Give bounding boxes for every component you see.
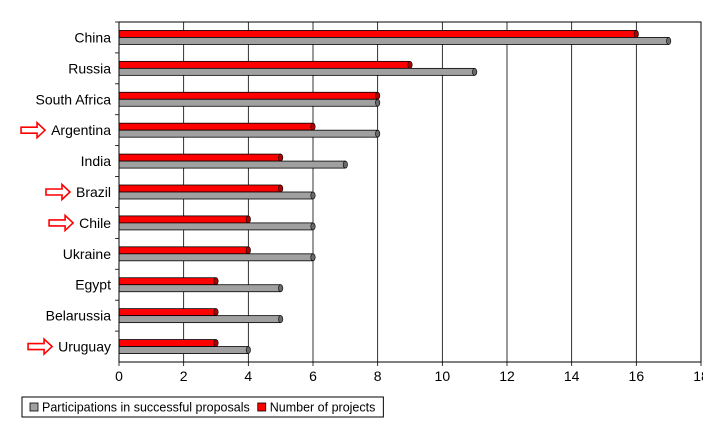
category-label: Brazil bbox=[76, 184, 111, 200]
bars bbox=[118, 30, 672, 354]
category-labels: China Russia South Africa Argentina India Bra… bbox=[36, 29, 112, 354]
category-label: Chile bbox=[79, 215, 111, 231]
right-arrow-outline-icon bbox=[20, 120, 47, 140]
x-tick-label: 0 bbox=[115, 368, 123, 384]
bar-end-cap bbox=[375, 91, 381, 100]
bar-end-cap bbox=[472, 68, 478, 76]
bar-end-cap bbox=[407, 61, 413, 69]
legend-label: Number of projects bbox=[270, 401, 376, 415]
bar-end-cap bbox=[310, 191, 316, 200]
bar-end-cap bbox=[310, 122, 316, 131]
bar bbox=[118, 253, 314, 262]
right-arrow-outline-icon bbox=[48, 213, 75, 233]
bar-end-cap bbox=[278, 184, 284, 193]
category-label: Egypt bbox=[75, 277, 111, 293]
bar-end-cap bbox=[666, 37, 672, 45]
bar bbox=[118, 122, 314, 131]
category-label: Argentina bbox=[51, 122, 111, 138]
legend-swatch bbox=[257, 402, 267, 412]
bar bbox=[118, 37, 670, 45]
category-label: China bbox=[74, 29, 111, 45]
x-tick-label: 8 bbox=[374, 368, 382, 384]
legend-box bbox=[21, 396, 384, 418]
x-tick-label: 12 bbox=[499, 368, 515, 384]
bar bbox=[118, 308, 217, 317]
category-label: Russia bbox=[68, 60, 111, 76]
x-tick-labels: 0 2 4 6 8 10 12 14 16 18 bbox=[115, 368, 703, 384]
bar bbox=[118, 339, 217, 347]
bar bbox=[118, 91, 379, 100]
bar bbox=[118, 284, 282, 293]
right-arrow-outline-icon bbox=[27, 337, 54, 356]
bar-end-cap bbox=[310, 253, 316, 262]
bar-end-cap bbox=[278, 153, 284, 162]
bar-end-cap bbox=[310, 222, 316, 231]
category-label: India bbox=[81, 153, 112, 169]
bar-end-cap bbox=[245, 346, 251, 354]
plot-area-border bbox=[118, 21, 702, 363]
bar-end-cap bbox=[213, 308, 219, 316]
bar-end-cap bbox=[213, 339, 219, 347]
bar-end-cap bbox=[278, 284, 284, 293]
right-arrow-outline-icon bbox=[45, 182, 72, 202]
category-label: South Africa bbox=[36, 91, 112, 107]
category-label: Uruguay bbox=[58, 339, 111, 355]
bar bbox=[118, 215, 249, 224]
bar bbox=[118, 246, 249, 255]
bar bbox=[118, 60, 411, 69]
category-label: Ukraine bbox=[63, 246, 111, 262]
bar-end-cap bbox=[342, 160, 348, 169]
bar bbox=[118, 98, 379, 107]
bar-end-cap bbox=[213, 277, 219, 286]
bar-end-cap bbox=[245, 215, 251, 224]
bar-end-cap bbox=[375, 98, 381, 107]
bar bbox=[118, 315, 282, 324]
legend-label: Participations in successful proposals bbox=[42, 401, 250, 415]
bar-end-cap bbox=[245, 246, 251, 255]
bar bbox=[118, 184, 282, 193]
bar bbox=[118, 30, 637, 38]
category-label: Belarussia bbox=[46, 308, 112, 324]
x-tick-label: 6 bbox=[309, 368, 317, 384]
bar bbox=[118, 222, 314, 231]
bar-end-cap bbox=[375, 129, 381, 138]
x-tick-label: 4 bbox=[244, 368, 252, 384]
axes bbox=[115, 21, 702, 366]
x-tick-label: 14 bbox=[564, 368, 580, 384]
x-tick-label: 2 bbox=[180, 368, 188, 384]
highlight-arrows bbox=[20, 120, 75, 356]
bar bbox=[118, 153, 282, 162]
legend: Participations in successful proposals Nu… bbox=[21, 396, 384, 418]
bar bbox=[118, 277, 217, 286]
bar-end-cap bbox=[633, 30, 639, 38]
x-tick-label: 16 bbox=[629, 368, 645, 384]
bar bbox=[118, 67, 476, 76]
x-tick-label: 18 bbox=[693, 368, 703, 384]
bar bbox=[118, 191, 314, 200]
bar bbox=[118, 160, 346, 169]
x-tick-label: 10 bbox=[435, 368, 451, 384]
bar bbox=[118, 129, 379, 138]
bar bbox=[118, 346, 249, 354]
bar-end-cap bbox=[278, 315, 284, 323]
legend-swatch bbox=[29, 402, 39, 412]
